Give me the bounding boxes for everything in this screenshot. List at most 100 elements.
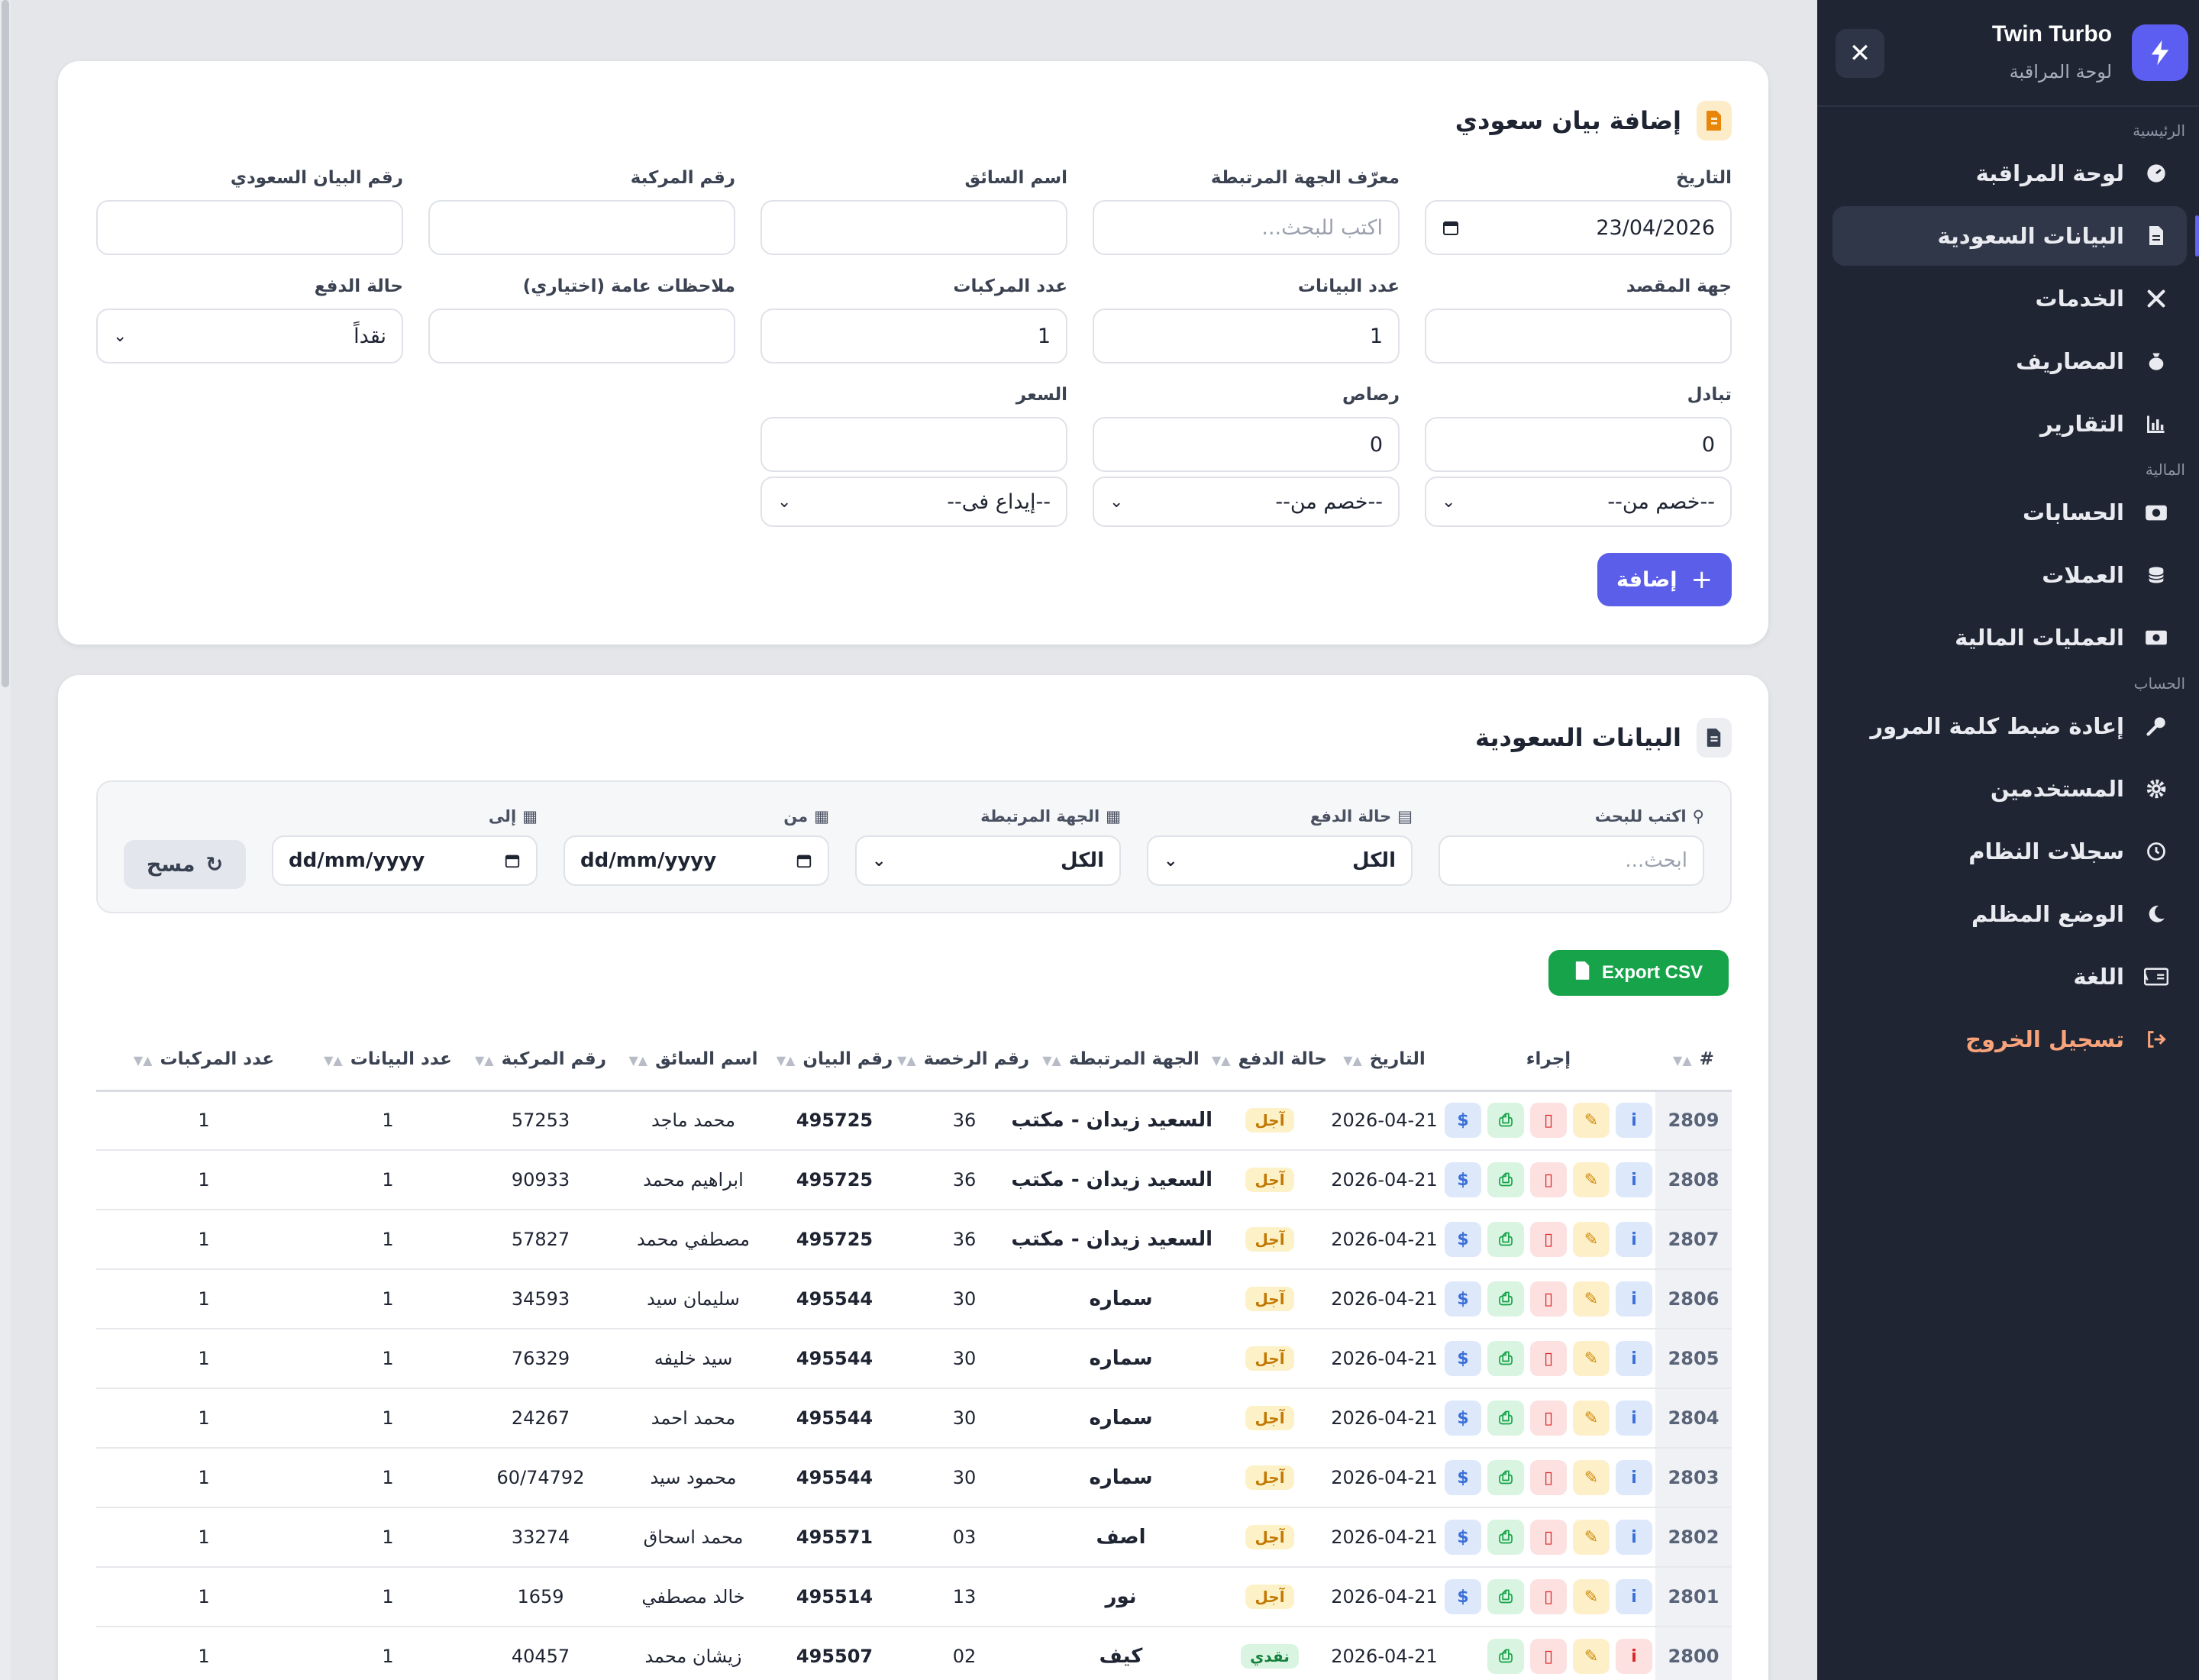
destination-input[interactable] bbox=[1425, 309, 1732, 363]
page-scrollbar[interactable] bbox=[0, 0, 11, 1680]
print-button[interactable]: ⎙ bbox=[1487, 1520, 1524, 1555]
print-button[interactable]: ⎙ bbox=[1487, 1281, 1524, 1317]
scrollbar-thumb[interactable] bbox=[2, 0, 9, 687]
print-button[interactable]: ⎙ bbox=[1487, 1401, 1524, 1436]
info-button[interactable]: i bbox=[1616, 1579, 1652, 1614]
print-button[interactable]: ⎙ bbox=[1487, 1460, 1524, 1495]
info-button[interactable]: i bbox=[1616, 1281, 1652, 1317]
price-input[interactable] bbox=[760, 417, 1067, 472]
column-header[interactable]: رقم المركبة ▲▼ bbox=[464, 1029, 617, 1092]
delete-button[interactable]: ▯ bbox=[1530, 1401, 1567, 1436]
sidebar-item-money-bill[interactable]: العمليات المالية bbox=[1832, 608, 2187, 667]
payment-button[interactable]: $ bbox=[1445, 1162, 1481, 1197]
from-date-input[interactable]: dd/mm/yyyy bbox=[563, 835, 829, 886]
info-button[interactable]: i bbox=[1616, 1162, 1652, 1197]
info-button[interactable]: i bbox=[1616, 1341, 1652, 1376]
delete-button[interactable]: ▯ bbox=[1530, 1162, 1567, 1197]
print-button[interactable]: ⎙ bbox=[1487, 1162, 1524, 1197]
sidebar-item-logout[interactable]: تسجيل الخروج bbox=[1832, 1010, 2187, 1069]
statement-no-input[interactable] bbox=[96, 200, 403, 255]
print-button[interactable]: ⎙ bbox=[1487, 1341, 1524, 1376]
lead-input[interactable]: 0 bbox=[1093, 417, 1400, 472]
info-button[interactable]: i bbox=[1616, 1460, 1652, 1495]
sidebar-item-money-bag[interactable]: المصاريف bbox=[1832, 331, 2187, 391]
column-header[interactable]: حالة الدفع ▲▼ bbox=[1212, 1029, 1327, 1092]
vehicles-count-input[interactable]: 1 bbox=[760, 309, 1067, 363]
print-button[interactable]: ⎙ bbox=[1487, 1639, 1524, 1674]
column-header[interactable]: عدد المركبات ▲▼ bbox=[96, 1029, 312, 1092]
edit-button[interactable]: ✎ bbox=[1573, 1460, 1610, 1495]
deposit-in-select[interactable]: --إيداع فى-- ⌄ bbox=[760, 477, 1067, 527]
edit-button[interactable]: ✎ bbox=[1573, 1341, 1610, 1376]
sidebar-item-camera[interactable]: الحسابات bbox=[1832, 483, 2187, 542]
date-input[interactable]: 23/04/2026 bbox=[1425, 200, 1732, 255]
payment-button[interactable]: $ bbox=[1445, 1579, 1481, 1614]
vehicle-input[interactable] bbox=[428, 200, 735, 255]
calendar-icon[interactable] bbox=[504, 852, 521, 869]
export-csv-button[interactable]: Export CSV bbox=[1548, 950, 1729, 996]
edit-button[interactable]: ✎ bbox=[1573, 1222, 1610, 1257]
column-header[interactable]: التاريخ ▲▼ bbox=[1327, 1029, 1442, 1092]
payment-button[interactable]: $ bbox=[1445, 1222, 1481, 1257]
column-header[interactable]: اسم السائق ▲▼ bbox=[617, 1029, 770, 1092]
edit-button[interactable]: ✎ bbox=[1573, 1103, 1610, 1139]
info-button[interactable]: i bbox=[1616, 1401, 1652, 1436]
search-input[interactable]: ابحث... bbox=[1439, 835, 1704, 886]
close-sidebar-button[interactable]: ✕ bbox=[1836, 29, 1884, 78]
notes-input[interactable] bbox=[428, 309, 735, 363]
sidebar-item-gear[interactable]: المستخدمين bbox=[1832, 759, 2187, 819]
statements-count-input[interactable]: 1 bbox=[1093, 309, 1400, 363]
delete-button[interactable]: ▯ bbox=[1530, 1103, 1567, 1139]
print-button[interactable]: ⎙ bbox=[1487, 1579, 1524, 1614]
delete-button[interactable]: ▯ bbox=[1530, 1222, 1567, 1257]
delete-button[interactable]: ▯ bbox=[1530, 1639, 1567, 1674]
delete-button[interactable]: ▯ bbox=[1530, 1520, 1567, 1555]
entity-input[interactable]: اكتب للبحث... bbox=[1093, 200, 1400, 255]
payment-select[interactable]: نقداً ⌄ bbox=[96, 309, 403, 363]
sidebar-item-key[interactable]: إعادة ضبط كلمة المرور bbox=[1832, 696, 2187, 756]
payment-button[interactable]: $ bbox=[1445, 1401, 1481, 1436]
print-button[interactable]: ⎙ bbox=[1487, 1103, 1524, 1139]
to-date-input[interactable]: dd/mm/yyyy bbox=[272, 835, 538, 886]
info-button[interactable]: i bbox=[1616, 1639, 1652, 1674]
payment-filter-select[interactable]: الكل ⌄ bbox=[1147, 835, 1413, 886]
sidebar-item-language[interactable]: A اللغة bbox=[1832, 947, 2187, 1006]
delete-button[interactable]: ▯ bbox=[1530, 1281, 1567, 1317]
payment-button[interactable]: $ bbox=[1445, 1281, 1481, 1317]
print-button[interactable]: ⎙ bbox=[1487, 1222, 1524, 1257]
delete-button[interactable]: ▯ bbox=[1530, 1579, 1567, 1614]
entity-filter-select[interactable]: الكل ⌄ bbox=[855, 835, 1121, 886]
edit-button[interactable]: ✎ bbox=[1573, 1639, 1610, 1674]
column-header[interactable]: رقم الرخصة ▲▼ bbox=[897, 1029, 1029, 1092]
edit-button[interactable]: ✎ bbox=[1573, 1579, 1610, 1614]
sidebar-item-moon[interactable]: الوضع المظلم bbox=[1832, 884, 2187, 944]
sidebar-item-history[interactable]: سجلات النظام bbox=[1832, 822, 2187, 881]
payment-button[interactable]: $ bbox=[1445, 1103, 1481, 1139]
deduct-from-2-select[interactable]: --خصم من-- ⌄ bbox=[1093, 477, 1400, 527]
sidebar-item-dashboard[interactable]: لوحة المراقبة bbox=[1832, 144, 2187, 203]
calendar-icon[interactable] bbox=[796, 852, 812, 869]
add-button[interactable]: + إضافة bbox=[1597, 553, 1732, 606]
sidebar-item-tools[interactable]: الخدمات bbox=[1832, 269, 2187, 328]
sidebar-item-document[interactable]: البيانات السعودية bbox=[1832, 206, 2199, 266]
sidebar-item-chart[interactable]: التقارير bbox=[1832, 394, 2187, 454]
column-header[interactable]: إجراء bbox=[1442, 1029, 1655, 1092]
delete-button[interactable]: ▯ bbox=[1530, 1341, 1567, 1376]
edit-button[interactable]: ✎ bbox=[1573, 1281, 1610, 1317]
delete-button[interactable]: ▯ bbox=[1530, 1460, 1567, 1495]
edit-button[interactable]: ✎ bbox=[1573, 1162, 1610, 1197]
deduct-from-1-select[interactable]: --خصم من-- ⌄ bbox=[1425, 477, 1732, 527]
column-header[interactable]: الجهة المرتبطة ▲▼ bbox=[1029, 1029, 1213, 1092]
payment-button[interactable]: $ bbox=[1445, 1341, 1481, 1376]
payment-button[interactable]: $ bbox=[1445, 1460, 1481, 1495]
column-header[interactable]: عدد البيانات ▲▼ bbox=[312, 1029, 464, 1092]
edit-button[interactable]: ✎ bbox=[1573, 1401, 1610, 1436]
info-button[interactable]: i bbox=[1616, 1222, 1652, 1257]
driver-input[interactable] bbox=[760, 200, 1067, 255]
column-header[interactable]: # ▲▼ bbox=[1655, 1029, 1732, 1092]
exchange-input[interactable]: 0 bbox=[1425, 417, 1732, 472]
column-header[interactable]: رقم البيان ▲▼ bbox=[770, 1029, 899, 1092]
payment-button[interactable]: $ bbox=[1445, 1520, 1481, 1555]
sidebar-item-coins[interactable]: العملات bbox=[1832, 545, 2187, 605]
info-button[interactable]: i bbox=[1616, 1520, 1652, 1555]
